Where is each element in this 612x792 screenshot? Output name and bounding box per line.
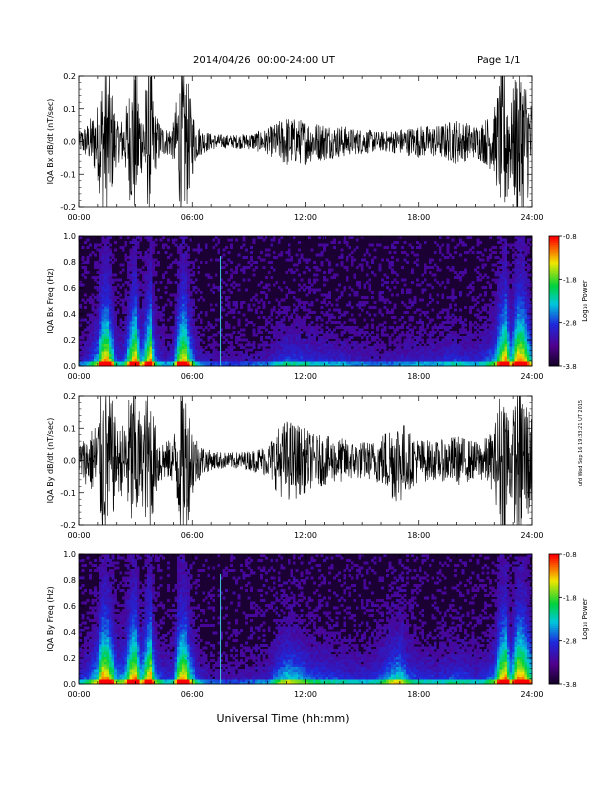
- x-tick-label: 24:00: [520, 690, 543, 699]
- spectrogram-cells: [79, 554, 533, 685]
- y-tick-label: 0.0: [63, 680, 76, 689]
- y-tick-label: -0.2: [60, 521, 76, 530]
- colorbar-tick-label: -3.8: [563, 363, 577, 371]
- colorbar-tick-label: -3.8: [563, 681, 577, 689]
- x-tick-label: 18:00: [407, 372, 430, 381]
- panel-3: 00:00 06:00 12:00 18:00 24:00 0.2 0.1 0.0 -0.1 -0…: [46, 392, 544, 540]
- y-tick-label: -0.2: [60, 203, 76, 212]
- y-tick-label: 0.8: [63, 576, 76, 585]
- y-tick-label: 0.8: [63, 258, 76, 267]
- x-tick-label: 06:00: [181, 531, 204, 540]
- panel-2: -0.8 -1.8 -2.8 -3.8 Log₁₀ Power 00:00 06:00 12:…: [46, 232, 589, 381]
- page-title: 2014/04/26 00:00-24:00 UT: [193, 55, 335, 66]
- y-tick-label: 0.0: [63, 457, 76, 466]
- x-tick-label: 12:00: [294, 690, 317, 699]
- panel-1: 00:00 06:00 12:00 18:00 24:00 0.2 0.1 0.0 -0.1 -0…: [46, 72, 544, 222]
- y-axis-label: IQA By Freq (Hz): [46, 586, 55, 652]
- spectrogram-cells: [79, 236, 533, 367]
- y-tick-label: 0.1: [63, 424, 76, 433]
- x-tick-label: 06:00: [181, 690, 204, 699]
- y-tick-label: 1.0: [63, 550, 76, 559]
- page-number: Page 1/1: [477, 55, 521, 66]
- y-tick-label: 0.2: [63, 336, 76, 345]
- x-tick-label: 12:00: [294, 531, 317, 540]
- x-tick-label: 00:00: [67, 372, 90, 381]
- x-tick-label: 18:00: [407, 690, 430, 699]
- x-tick-label: 18:00: [407, 213, 430, 222]
- x-tick-label: 24:00: [520, 531, 543, 540]
- colorbar: -0.8 -1.8 -2.8 -3.8 Log₁₀ Power: [548, 233, 589, 371]
- y-axis-label: IQA By dB/dt (nT/sec): [46, 418, 55, 504]
- colorbar-label: Log₁₀ Power: [581, 598, 589, 640]
- y-tick-label: 0.4: [63, 628, 76, 637]
- y-tick-label: -0.1: [60, 489, 76, 498]
- colorbar-tick-label: -1.8: [563, 594, 577, 602]
- y-tick-label: 0.6: [63, 602, 76, 611]
- y-tick-label: 0.2: [63, 72, 76, 81]
- colorbar-frame: [548, 553, 560, 685]
- x-tick-label: 06:00: [181, 213, 204, 222]
- colorbar-tick-label: -0.8: [563, 233, 577, 241]
- colorbar-tick-label: -2.8: [563, 638, 577, 646]
- side-stamp: ufd Wed Sep 16 19:33:21 UT 2015: [578, 400, 584, 486]
- x-tick-label: 18:00: [407, 531, 430, 540]
- panels: 00:00 06:00 12:00 18:00 24:00 0.2 0.1 0.0 -0.1 -0…: [46, 72, 589, 699]
- y-tick-label: 0.1: [63, 105, 76, 114]
- x-tick-label: 00:00: [67, 531, 90, 540]
- x-tick-label: 12:00: [294, 213, 317, 222]
- panel-4: -0.8 -1.8 -2.8 -3.8 Log₁₀ Power 00:00 06:00 12:…: [46, 550, 589, 699]
- y-axis-label: IQA Bx Freq (Hz): [46, 268, 55, 334]
- y-tick-label: 0.0: [63, 362, 76, 371]
- x-tick-label: 12:00: [294, 372, 317, 381]
- x-tick-label: 00:00: [67, 690, 90, 699]
- x-tick-label: 00:00: [67, 213, 90, 222]
- x-tick-label: 24:00: [520, 213, 543, 222]
- y-tick-label: 0.2: [63, 654, 76, 663]
- series-trace: [79, 76, 532, 207]
- colorbar-tick-label: -0.8: [563, 551, 577, 559]
- y-tick-label: 0.4: [63, 310, 76, 319]
- y-axis-label: IQA Bx dB/dt (nT/sec): [46, 99, 55, 185]
- x-axis-title: Universal Time (hh:mm): [217, 712, 350, 725]
- colorbar-label: Log₁₀ Power: [581, 280, 589, 322]
- x-tick-label: 06:00: [181, 372, 204, 381]
- colorbar-tick-label: -1.8: [563, 276, 577, 284]
- colorbar-tick-label: -2.8: [563, 320, 577, 328]
- series-trace: [79, 396, 532, 525]
- x-tick-label: 24:00: [520, 372, 543, 381]
- y-tick-label: 0.2: [63, 392, 76, 401]
- colorbar-frame: [548, 235, 560, 367]
- y-tick-label: 0.6: [63, 284, 76, 293]
- y-tick-label: -0.1: [60, 170, 76, 179]
- y-tick-label: 0.0: [63, 138, 76, 147]
- colorbar: -0.8 -1.8 -2.8 -3.8 Log₁₀ Power: [548, 551, 589, 689]
- y-tick-label: 1.0: [63, 232, 76, 241]
